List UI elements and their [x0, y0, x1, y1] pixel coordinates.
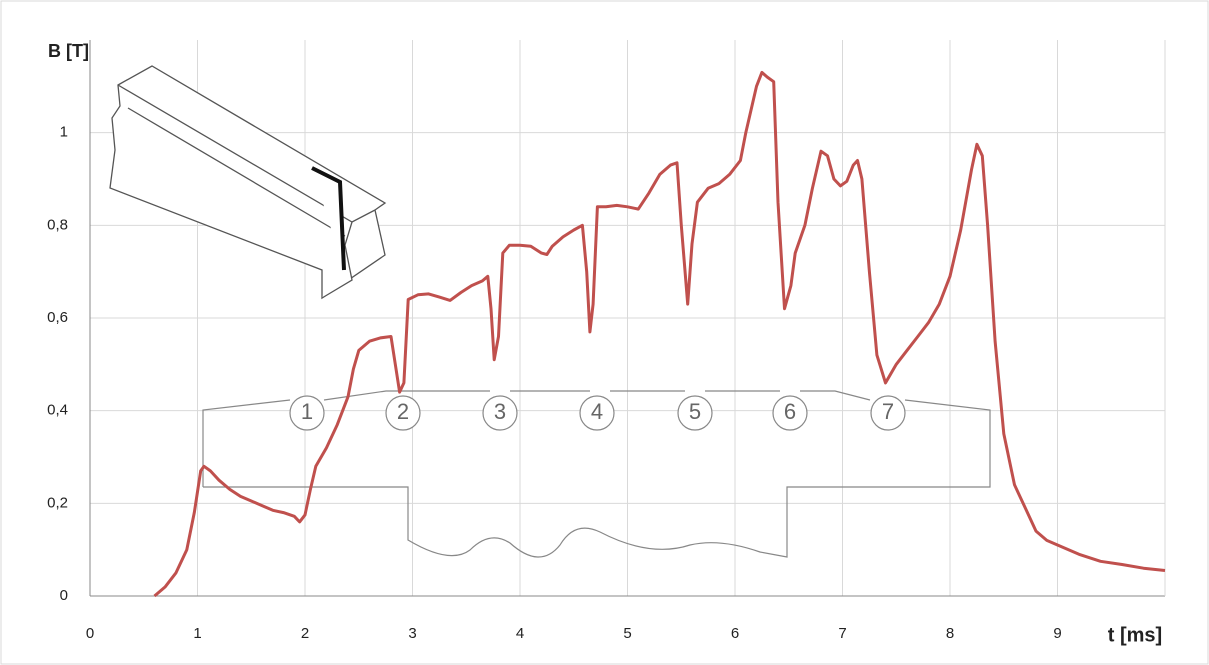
y-tick-label: 0,8 [47, 216, 68, 233]
x-tick-label: 8 [946, 625, 954, 642]
annotation-circle [289, 395, 325, 431]
y-tick-label: 0,2 [47, 494, 68, 511]
y-tick-label: 0,4 [47, 402, 68, 419]
x-tick-label: 4 [516, 625, 524, 642]
annotation-circle [870, 395, 906, 431]
y-tick-label: 0,6 [47, 309, 68, 326]
x-tick-label: 9 [1053, 625, 1061, 642]
annotation-circle [579, 395, 615, 431]
y-tick-label: 0 [60, 587, 68, 604]
x-tick-label: 7 [838, 625, 846, 642]
annotation: 4 [591, 399, 603, 424]
x-axis-label: t [ms] [1108, 624, 1162, 646]
x-tick-label: 2 [301, 625, 309, 642]
annotation: 3 [494, 399, 506, 424]
y-tick-label: 1 [60, 124, 68, 141]
annotation: 2 [397, 399, 409, 424]
annotation-circle [482, 395, 518, 431]
annotation: 1 [301, 399, 313, 424]
x-tick-label: 6 [731, 625, 739, 642]
overlay-drawing [202, 390, 991, 558]
x-tick-label: 1 [193, 625, 201, 642]
rail-sketch [109, 65, 387, 300]
annotation: 6 [784, 399, 796, 424]
annotation-circle [677, 395, 713, 431]
x-tick-label: 5 [623, 625, 631, 642]
annotation-circle [772, 395, 808, 431]
x-tick-label: 0 [86, 625, 94, 642]
y-axis-label: B [T] [48, 41, 89, 61]
x-tick-label: 3 [408, 625, 416, 642]
annotation-circle [385, 395, 421, 431]
annotation: 7 [882, 399, 894, 424]
data-line [153, 70, 1166, 598]
annotation: 5 [689, 399, 701, 424]
